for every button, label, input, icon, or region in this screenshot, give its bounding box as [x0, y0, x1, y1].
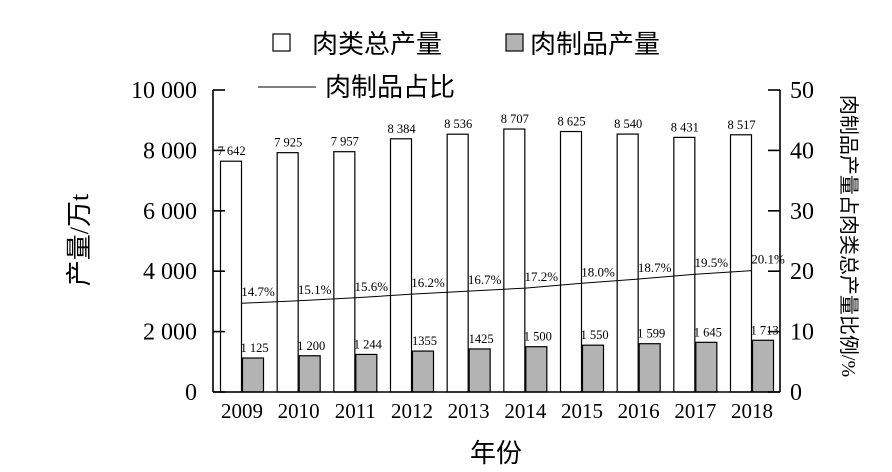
bars-layer [219, 128, 775, 393]
legend-label-meat-products: 肉制品产量 [530, 30, 660, 59]
value-label-total-2017: 8 431 [671, 120, 699, 134]
y2-tick-label-20: 20 [790, 259, 814, 285]
value-label-total-2009: 7 642 [217, 144, 245, 158]
value-label-total-2015: 8 625 [557, 115, 585, 129]
bar-total-2015 [559, 130, 583, 393]
line-layer [241, 270, 753, 304]
legend-item-total: 肉类总产量 [272, 30, 442, 59]
value-label-meat-2017: 1 645 [694, 325, 722, 339]
bar-meat-2017 [695, 341, 718, 393]
legend-swatch-total [272, 33, 291, 52]
legend-item-meat-products: 肉制品产量 [505, 30, 660, 59]
x-tick-label-2016: 2016 [618, 399, 660, 423]
y-tick-label-10000: 10 000 [131, 78, 197, 104]
bar-total-2009 [219, 160, 243, 393]
y-axis-title: 产量/万t [65, 193, 94, 286]
y-tick-label-4000: 4 000 [143, 259, 197, 285]
bar-meat-2016 [638, 343, 661, 393]
x-tick-label-2009: 2009 [221, 399, 263, 423]
ratio-label-2014: 17.2% [525, 269, 559, 284]
ratio-label-2016: 18.7% [638, 260, 672, 275]
bar-meat-2018 [751, 339, 775, 393]
y-tick-label-6000: 6 000 [143, 199, 197, 225]
legend-item-ratio: 肉制品占比 [258, 73, 455, 102]
ratio-label-2017: 19.5% [695, 255, 729, 270]
bar-total-2012 [389, 138, 413, 393]
bar-total-2017 [673, 136, 696, 393]
value-label-meat-2018: 1 713 [750, 323, 778, 337]
value-label-total-2016: 8 540 [614, 117, 642, 131]
x-tick-label-2017: 2017 [674, 399, 716, 423]
y2-tick-label-0: 0 [790, 380, 802, 406]
value-label-total-2018: 8 517 [727, 118, 755, 132]
ratio-label-2013: 16.7% [468, 272, 502, 287]
y2-tick-label-10: 10 [790, 320, 814, 346]
legend-label-ratio: 肉制品占比 [325, 73, 455, 102]
value-label-meat-2015: 1 550 [580, 328, 608, 342]
y2-tick-label-40: 40 [790, 138, 814, 164]
y-tick-label-2000: 2 000 [143, 320, 197, 346]
value-label-total-2010: 7 925 [274, 136, 302, 150]
ratio-label-2010: 15.1% [298, 282, 332, 297]
x-tick-label-2018: 2018 [731, 399, 773, 423]
x-tick-label-2012: 2012 [391, 399, 433, 423]
ratio-line [241, 270, 753, 304]
value-label-total-2014: 8 707 [501, 112, 529, 126]
x-tick-label-2014: 2014 [504, 399, 547, 423]
bar-meat-2011 [355, 353, 378, 393]
bar-total-2010 [276, 152, 299, 393]
ratio-label-2015: 18.0% [581, 264, 615, 279]
labels-layer: 7 642 1 125 7 925 1 200 7 957 1 244 8 384 1355 8… [131, 78, 814, 423]
bar-total-2011 [333, 151, 356, 393]
ratio-label-2011: 15.6% [355, 279, 389, 294]
x-tick-label-2013: 2013 [448, 399, 490, 423]
value-label-meat-2012: 1355 [412, 334, 437, 348]
bar-meat-2012 [411, 350, 435, 393]
bar-meat-2009 [241, 357, 265, 393]
value-label-meat-2009: 1 125 [240, 341, 268, 355]
x-tick-label-2015: 2015 [561, 399, 603, 423]
y2-tick-label-50: 50 [790, 78, 814, 104]
ratio-label-2012: 16.2% [411, 275, 445, 290]
bar-total-2018 [729, 134, 753, 393]
value-label-meat-2014: 1 500 [524, 330, 552, 344]
x-axis-title: 年份 [470, 439, 522, 468]
y2-axis-title: 肉制品产量占肉类总产量比例/% [837, 95, 860, 377]
value-label-total-2012: 8 384 [387, 122, 416, 136]
value-label-meat-2010: 1 200 [297, 339, 325, 353]
bar-meat-2010 [298, 355, 321, 393]
y2-tick-label-30: 30 [790, 199, 814, 225]
bar-meat-2015 [581, 344, 605, 393]
y-tick-label-8000: 8 000 [143, 138, 197, 164]
value-label-meat-2016: 1 599 [637, 327, 665, 341]
legend-label-total: 肉类总产量 [312, 30, 442, 59]
bar-meat-2014 [525, 346, 548, 393]
axes-layer [212, 89, 781, 393]
bar-total-2013 [446, 133, 469, 393]
value-label-total-2013: 8 536 [444, 117, 472, 131]
bar-meat-2013 [468, 348, 491, 393]
value-label-meat-2013: 1425 [469, 332, 494, 346]
legend-swatch-meat-products [505, 33, 524, 52]
value-label-meat-2011: 1 244 [354, 337, 383, 351]
y-tick-label-0: 0 [185, 380, 197, 406]
value-label-total-2011: 7 957 [331, 135, 359, 149]
legend: 肉类总产量 肉制品产量 肉制品占比 [258, 30, 660, 102]
ratio-label-2009: 14.7% [241, 284, 275, 299]
bar-total-2016 [616, 133, 639, 393]
bar-total-2014 [503, 128, 526, 393]
ratio-label-2018: 20.1% [751, 252, 785, 267]
x-tick-label-2011: 2011 [335, 399, 376, 423]
x-tick-label-2010: 2010 [278, 399, 320, 423]
